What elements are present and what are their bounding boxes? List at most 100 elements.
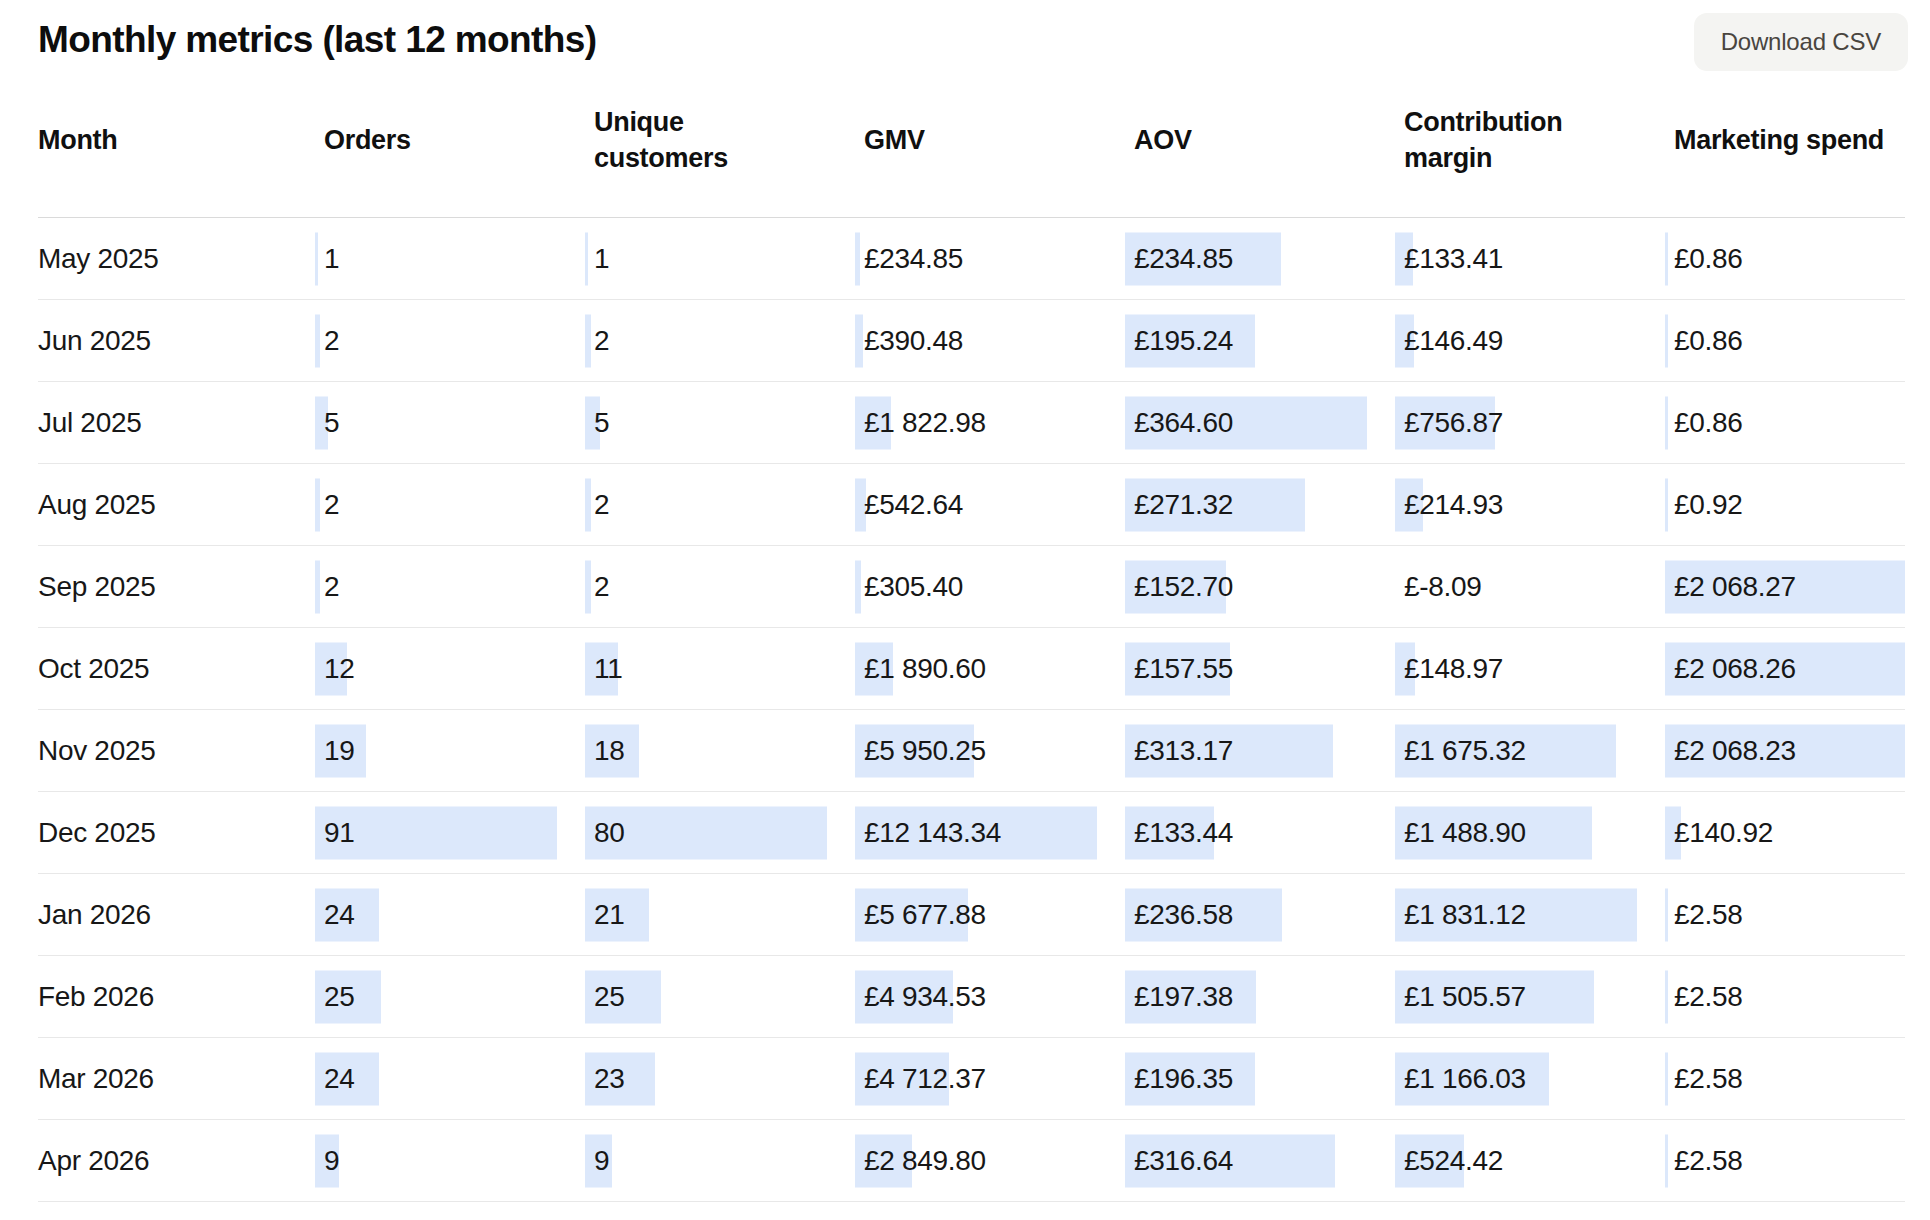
cell-marketing_spend: £0.86 <box>1665 218 1905 299</box>
cell-value: 5 <box>315 407 339 439</box>
cell-value: £1 675.32 <box>1395 735 1526 767</box>
cell-value: 18 <box>585 735 625 767</box>
panel-header: Monthly metrics (last 12 months) Downloa… <box>38 0 1905 62</box>
cell-aov: £364.60 <box>1125 382 1395 463</box>
cell-orders: 5 <box>315 382 585 463</box>
table-row: Jan 20262421£5 677.88£236.58£1 831.12£2.… <box>38 874 1905 956</box>
cell-value: £364.60 <box>1125 407 1233 439</box>
cell-value: 80 <box>585 817 625 849</box>
cell-marketing_spend: £0.86 <box>1665 300 1905 381</box>
bar-track <box>315 1134 557 1187</box>
cell-value: £390.48 <box>855 325 963 357</box>
cell-value: £2.58 <box>1665 899 1743 931</box>
cell-value: £196.35 <box>1125 1063 1233 1095</box>
cell-aov: £234.85 <box>1125 218 1395 299</box>
cell-orders: 24 <box>315 874 585 955</box>
bar-track <box>585 396 827 449</box>
cell-unique_customers: 21 <box>585 874 855 955</box>
cell-unique_customers: 5 <box>585 382 855 463</box>
cell-marketing_spend: £2.58 <box>1665 1038 1905 1119</box>
cell-value: £524.42 <box>1395 1145 1503 1177</box>
cell-orders: 12 <box>315 628 585 709</box>
cell-aov: £195.24 <box>1125 300 1395 381</box>
cell-aov: £133.44 <box>1125 792 1395 873</box>
cell-orders: 9 <box>315 1120 585 1201</box>
cell-aov: £197.38 <box>1125 956 1395 1037</box>
cell-unique_customers: 2 <box>585 464 855 545</box>
column-header-contribution_margin: Contribution margin <box>1395 104 1665 176</box>
metrics-table: MonthOrdersUnique customersGMVAOVContrib… <box>38 62 1905 1202</box>
cell-aov: £157.55 <box>1125 628 1395 709</box>
bar-track <box>315 232 557 285</box>
cell-value: £146.49 <box>1395 325 1503 357</box>
cell-unique_customers: 1 <box>585 218 855 299</box>
cell-unique_customers: 2 <box>585 300 855 381</box>
cell-marketing_spend: £0.92 <box>1665 464 1905 545</box>
cell-contribution_margin: £214.93 <box>1395 464 1665 545</box>
cell-value: 12 <box>315 653 355 685</box>
cell-value: £4 712.37 <box>855 1063 986 1095</box>
cell-orders: 2 <box>315 464 585 545</box>
cell-value: £12 143.34 <box>855 817 1001 849</box>
cell-value: 23 <box>585 1063 625 1095</box>
cell-value: £5 677.88 <box>855 899 986 931</box>
cell-marketing_spend: £2.58 <box>1665 1120 1905 1201</box>
cell-value: £148.97 <box>1395 653 1503 685</box>
bar-track <box>585 478 827 531</box>
cell-unique_customers: 80 <box>585 792 855 873</box>
cell-value: 2 <box>585 571 609 603</box>
cell-gmv: £12 143.34 <box>855 792 1125 873</box>
bar-track <box>315 478 557 531</box>
cell-value: £234.85 <box>1125 243 1233 275</box>
cell-gmv: £305.40 <box>855 546 1125 627</box>
cell-value: £133.44 <box>1125 817 1233 849</box>
cell-marketing_spend: £2 068.27 <box>1665 546 1905 627</box>
cell-value: 9 <box>585 1145 609 1177</box>
column-header-marketing_spend: Marketing spend <box>1665 122 1905 158</box>
month-cell: Feb 2026 <box>38 956 315 1037</box>
month-cell: Apr 2026 <box>38 1120 315 1201</box>
column-header-gmv: GMV <box>855 122 1125 158</box>
cell-value: 2 <box>315 571 339 603</box>
cell-unique_customers: 2 <box>585 546 855 627</box>
cell-contribution_margin: £524.42 <box>1395 1120 1665 1201</box>
cell-orders: 2 <box>315 300 585 381</box>
cell-value: 21 <box>585 899 625 931</box>
cell-value: £2.58 <box>1665 1063 1743 1095</box>
cell-contribution_margin: £148.97 <box>1395 628 1665 709</box>
cell-value: £195.24 <box>1125 325 1233 357</box>
cell-gmv: £4 934.53 <box>855 956 1125 1037</box>
cell-value: £2.58 <box>1665 981 1743 1013</box>
cell-value: £1 505.57 <box>1395 981 1526 1013</box>
cell-value: £756.87 <box>1395 407 1503 439</box>
column-header-aov: AOV <box>1125 122 1395 158</box>
table-row: Nov 20251918£5 950.25£313.17£1 675.32£2 … <box>38 710 1905 792</box>
cell-value: £152.70 <box>1125 571 1233 603</box>
download-csv-button[interactable]: Download CSV <box>1694 13 1908 71</box>
monthly-metrics-panel: Monthly metrics (last 12 months) Downloa… <box>0 0 1930 1220</box>
cell-value: 25 <box>585 981 625 1013</box>
cell-value: 5 <box>585 407 609 439</box>
cell-value: £0.86 <box>1665 243 1743 275</box>
cell-contribution_margin: £-8.09 <box>1395 546 1665 627</box>
cell-orders: 1 <box>315 218 585 299</box>
cell-gmv: £2 849.80 <box>855 1120 1125 1201</box>
cell-value: £2 068.27 <box>1665 571 1796 603</box>
cell-value: £316.64 <box>1125 1145 1233 1177</box>
cell-unique_customers: 23 <box>585 1038 855 1119</box>
cell-contribution_margin: £133.41 <box>1395 218 1665 299</box>
cell-value: 2 <box>315 325 339 357</box>
cell-unique_customers: 9 <box>585 1120 855 1201</box>
cell-value: 19 <box>315 735 355 767</box>
cell-gmv: £5 677.88 <box>855 874 1125 955</box>
cell-value: £0.86 <box>1665 325 1743 357</box>
table-row: Feb 20262525£4 934.53£197.38£1 505.57£2.… <box>38 956 1905 1038</box>
cell-contribution_margin: £1 831.12 <box>1395 874 1665 955</box>
cell-value: £313.17 <box>1125 735 1233 767</box>
cell-value: 2 <box>585 489 609 521</box>
cell-value: £1 831.12 <box>1395 899 1526 931</box>
cell-marketing_spend: £2.58 <box>1665 874 1905 955</box>
cell-aov: £316.64 <box>1125 1120 1395 1201</box>
bar-track <box>585 314 827 367</box>
cell-contribution_margin: £1 675.32 <box>1395 710 1665 791</box>
